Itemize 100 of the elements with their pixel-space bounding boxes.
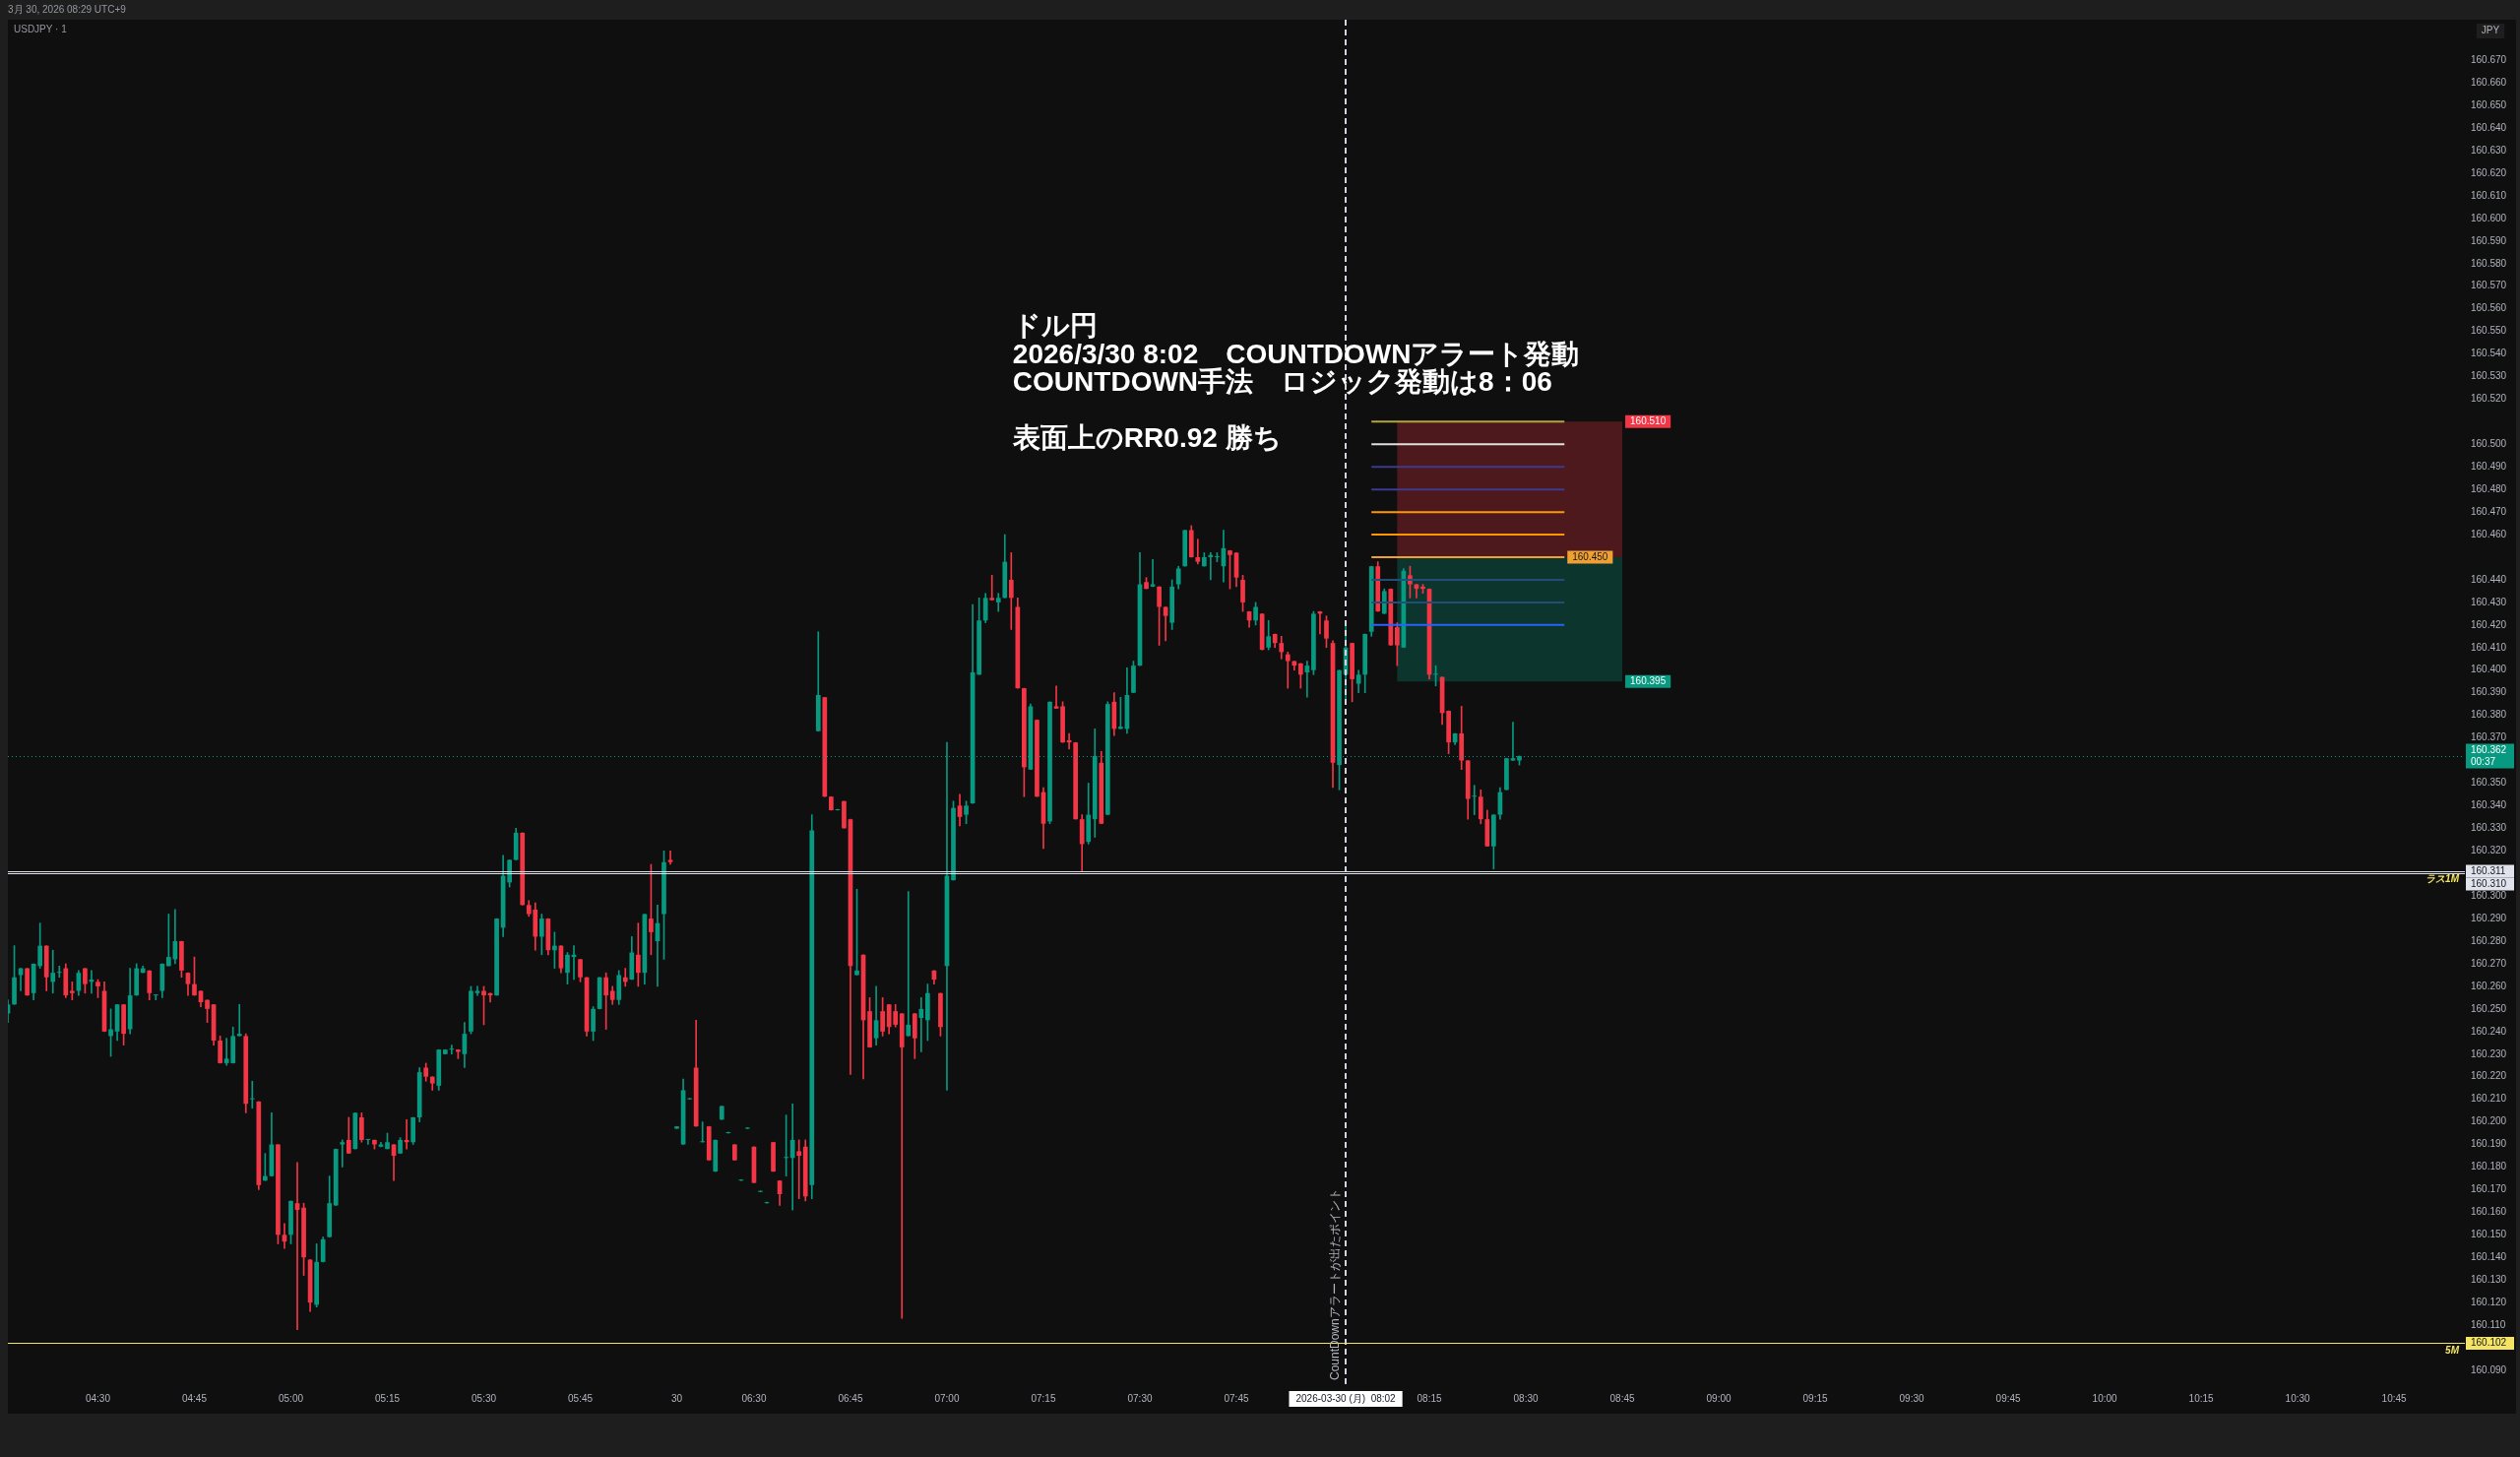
candlestick [50,949,56,994]
candlestick [918,997,924,1052]
y-tick-label: 160.340 [2471,799,2507,811]
y-tick-label: 160.400 [2471,664,2507,675]
x-tick-label: 07:30 [1127,1392,1153,1404]
y-tick-label: 160.090 [2471,1363,2507,1375]
x-tick-label: 09:15 [1802,1392,1829,1404]
x-tick-label: 2026-03-30 (月) 08:02 [1295,1392,1397,1404]
x-tick-label: 07:00 [934,1392,960,1404]
y-tick-label: 160.460 [2471,528,2507,539]
y-tick-label: 160.470 [2471,505,2507,517]
y-tick-label: 160.270 [2471,957,2507,969]
y-axis-title: JPY [2481,25,2500,36]
x-tick-label: 10:15 [2188,1392,2215,1404]
candlestick [236,1003,242,1037]
annotation: ラス1M [2426,872,2460,884]
ref-line-label: 160.311 [2471,864,2506,876]
y-tick-label: 160.160 [2471,1206,2507,1218]
y-tick-label: 160.370 [2471,731,2507,743]
candlestick [1285,652,1291,689]
y-tick-label: 160.280 [2471,934,2507,946]
candlestick [1053,685,1059,710]
x-tick-label: 05:30 [472,1392,497,1404]
y-tick-label: 160.620 [2471,166,2507,178]
x-tick-label: 30 [670,1392,683,1404]
y-tick-label: 160.490 [2471,461,2507,472]
y-tick-label: 160.300 [2471,889,2507,901]
band-label: 160.395 [1630,674,1667,686]
y-tick-label: 160.210 [2471,1093,2507,1105]
y-tick-label: 160.220 [2471,1070,2507,1082]
y-tick-label: 160.230 [2471,1047,2507,1059]
x-tick-label: 10:30 [2285,1392,2311,1404]
candlestick [622,968,628,987]
series-label: 160.450 [1572,550,1608,562]
y-tick-label: 160.110 [2471,1318,2506,1330]
x-tick-label: 07:45 [1224,1392,1249,1404]
y-tick-label: 160.500 [2471,438,2507,450]
x-tick-label: 07:15 [1031,1392,1056,1404]
y-tick-label: 160.440 [2471,573,2507,585]
y-tick-label: 160.320 [2471,845,2507,856]
candlestick [56,965,62,979]
annotation: ドル円 2026/3/30 8:02 COUNTDOWNアラート発動 COUNTDOWN手法 ロジック発動は8：06 表面上のRR0.92 勝ち [1011,310,1580,454]
y-tick-label: 160.520 [2471,393,2507,405]
x-tick-label: 06:45 [838,1392,863,1404]
y-tick-label: 160.670 [2471,54,2507,66]
y-tick-label: 160.150 [2471,1229,2507,1240]
x-tick-label: 10:00 [2092,1392,2118,1404]
y-tick-label: 160.140 [2471,1250,2507,1262]
candlestick [989,575,995,601]
ref-line-label: CountDownアラートが出たポイント [1328,1188,1343,1380]
y-tick-label: 160.420 [2471,618,2507,630]
candlestick [153,994,158,1001]
x-tick-label: 05:15 [374,1392,401,1404]
ref-line-label: 160.362 00:37 [2471,743,2507,767]
ref-line-label: 160.102 [2471,1337,2507,1349]
candlestick [700,1121,706,1143]
y-tick-label: 160.180 [2471,1161,2507,1172]
y-tick-label: 160.430 [2471,596,2507,607]
x-tick-label: 10:45 [2381,1392,2408,1404]
y-tick-label: 160.330 [2471,822,2507,834]
chart-title: USDJPY · 1 [14,23,68,34]
annotation: 5M [2445,1345,2460,1357]
y-tick-label: 160.380 [2471,709,2507,721]
x-tick-label: 08:45 [1609,1392,1635,1404]
y-tick-label: 160.260 [2471,980,2507,991]
x-tick-label: 09:00 [1706,1392,1732,1404]
y-tick-label: 160.410 [2471,641,2507,653]
y-tick-label: 160.570 [2471,280,2507,291]
y-tick-label: 160.390 [2471,686,2507,698]
y-tick-label: 160.250 [2471,1002,2507,1014]
y-tick-label: 160.660 [2471,76,2507,88]
candlestick [667,850,673,865]
candlestick [1195,538,1201,565]
legend-label: 160.310 [2471,877,2507,889]
y-tick-label: 160.540 [2471,348,2507,359]
candlestick [1472,785,1478,815]
candlestick [796,1139,802,1199]
x-tick-label: 05:45 [568,1392,594,1404]
y-tick-label: 160.650 [2471,98,2507,110]
x-tick-label: 04:45 [181,1392,208,1404]
candlestick [1008,552,1014,630]
chart-subtitle: 3月 30, 2026 08:29 UTC+9 [8,3,127,15]
x-tick-label: 04:30 [85,1392,111,1404]
y-tick-label: 160.530 [2471,370,2507,382]
y-tick-label: 160.480 [2471,482,2507,494]
x-tick-label: 09:45 [1995,1392,2022,1404]
candlestick [249,1080,255,1109]
y-tick-label: 160.610 [2471,189,2507,201]
y-tick-label: 160.350 [2471,777,2507,789]
y-tick-label: 160.120 [2471,1296,2507,1307]
candlestick [449,1045,455,1055]
candlestick [789,1103,795,1211]
y-tick-label: 160.290 [2471,912,2507,923]
y-tick-label: 160.590 [2471,234,2507,246]
candlestick [899,1013,905,1319]
x-tick-label: 09:30 [1899,1392,1925,1404]
y-tick-label: 160.600 [2471,212,2507,223]
x-tick-label: 05:00 [278,1392,304,1404]
candlestick [340,1139,346,1168]
y-tick-label: 160.170 [2471,1183,2507,1195]
